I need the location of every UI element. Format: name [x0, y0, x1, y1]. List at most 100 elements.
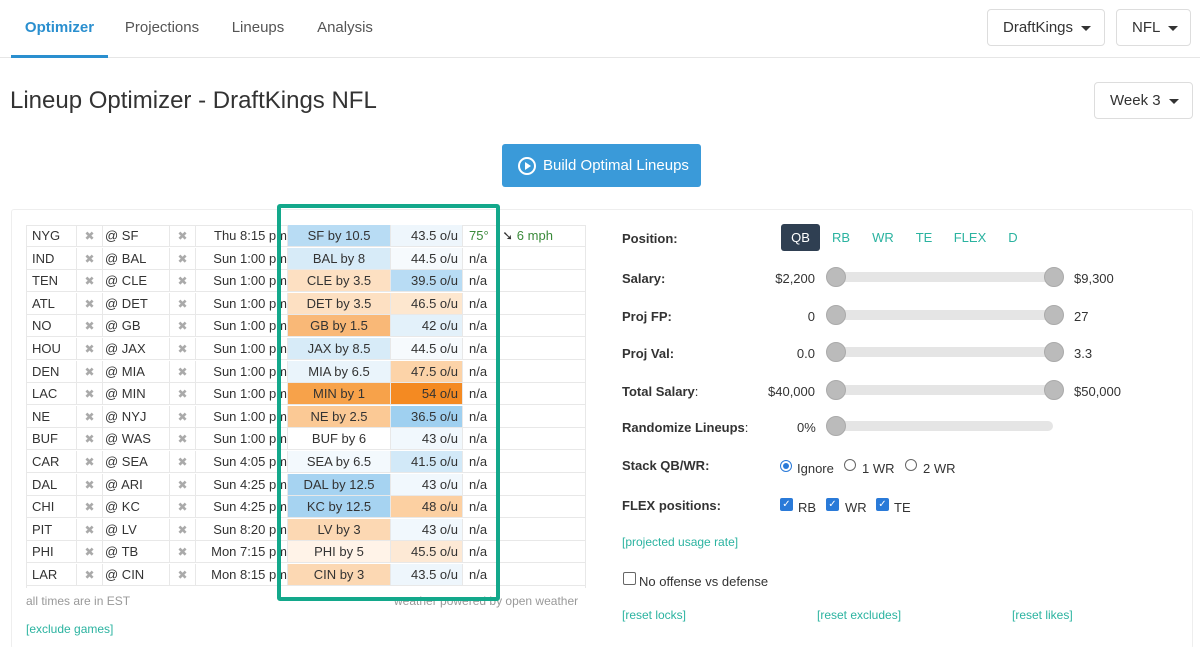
exclude-opponent-icon[interactable]: ✖: [170, 428, 196, 451]
flex-te-checkbox[interactable]: ✓: [876, 498, 889, 511]
slider-max-handle[interactable]: [1044, 342, 1064, 362]
build-optimal-lineups-button[interactable]: Build Optimal Lineups: [502, 144, 701, 187]
slider-label-text: Total Salary: [622, 384, 695, 399]
game-row: PHI ✖ @ TB ✖ Mon 7:15 pm PHI by 5 45.5 o/u n/a: [26, 541, 586, 564]
exclude-opponent-icon[interactable]: ✖: [170, 383, 196, 406]
slider-track[interactable]: [833, 310, 1053, 320]
reset-locks-link[interactable]: [reset locks]: [622, 608, 687, 622]
over-under: 43.5 o/u: [391, 225, 463, 247]
slider-track[interactable]: [833, 347, 1053, 357]
chevron-down-icon: [1168, 98, 1179, 104]
projected-usage-link[interactable]: [projected usage rate]: [622, 535, 739, 549]
exclude-team-icon[interactable]: ✖: [77, 338, 103, 360]
slider-track[interactable]: [833, 272, 1053, 282]
tab-analysis[interactable]: Analysis: [317, 19, 373, 36]
over-under: 44.5 o/u: [391, 338, 463, 360]
no-offense-vs-defense-checkbox[interactable]: [623, 572, 636, 585]
slider-max-handle[interactable]: [1044, 267, 1064, 287]
exclude-opponent-icon[interactable]: ✖: [170, 247, 196, 270]
exclude-team-icon[interactable]: ✖: [77, 292, 103, 315]
exclude-team-icon[interactable]: ✖: [77, 518, 103, 541]
sport-dropdown[interactable]: NFL: [1116, 9, 1191, 46]
exclude-opponent-icon[interactable]: ✖: [170, 451, 196, 473]
exclude-opponent-icon[interactable]: ✖: [170, 405, 196, 428]
randomize-label-text: Randomize Lineups: [622, 420, 745, 435]
vegas-line: JAX by 8.5: [288, 338, 391, 360]
position-rb[interactable]: RB: [831, 230, 851, 245]
exclude-team-icon[interactable]: ✖: [77, 360, 103, 383]
flex-wr-checkbox[interactable]: ✓: [826, 498, 839, 511]
position-flex[interactable]: FLEX: [953, 230, 987, 245]
stack-1wr-radio[interactable]: [844, 459, 856, 471]
slider-min-handle[interactable]: [826, 305, 846, 325]
position-te[interactable]: TE: [915, 230, 933, 245]
away-team: NO: [26, 315, 77, 338]
tab-optimizer[interactable]: Optimizer: [11, 0, 108, 58]
stack-ignore-radio[interactable]: [780, 460, 792, 472]
exclude-opponent-icon[interactable]: ✖: [170, 338, 196, 360]
exclude-opponent-icon[interactable]: ✖: [170, 315, 196, 338]
over-under: 46.5 o/u: [391, 292, 463, 315]
position-qb[interactable]: QB: [781, 224, 820, 251]
position-label: Position:: [622, 231, 678, 246]
exclude-team-icon[interactable]: ✖: [77, 451, 103, 473]
exclude-team-icon[interactable]: ✖: [77, 270, 103, 293]
chevron-down-icon: [1081, 25, 1092, 31]
flex-rb-checkbox[interactable]: ✓: [780, 498, 793, 511]
away-team: LAC: [26, 383, 77, 406]
slider-min-handle[interactable]: [826, 380, 846, 400]
home-team: @ DET: [103, 292, 170, 315]
randomize-slider-handle[interactable]: [826, 416, 846, 436]
exclude-opponent-icon[interactable]: ✖: [170, 473, 196, 496]
stack-2wr-radio[interactable]: [905, 459, 917, 471]
exclude-opponent-icon[interactable]: ✖: [170, 225, 196, 247]
slider-track[interactable]: [833, 385, 1053, 395]
home-team: @ ARI: [103, 473, 170, 496]
top-nav: Optimizer Projections Lineups Analysis D…: [0, 0, 1200, 58]
position-d[interactable]: D: [1008, 230, 1018, 245]
exclude-team-icon[interactable]: ✖: [77, 473, 103, 496]
exclude-opponent-icon[interactable]: ✖: [170, 360, 196, 383]
exclude-opponent-icon[interactable]: ✖: [170, 270, 196, 293]
over-under: 44.5 o/u: [391, 247, 463, 270]
game-row: TEN ✖ @ CLE ✖ Sun 1:00 pm CLE by 3.5 39.5 o/u n…: [26, 270, 586, 293]
slider-min-handle[interactable]: [826, 342, 846, 362]
tab-projections[interactable]: Projections: [124, 19, 200, 36]
exclude-opponent-icon[interactable]: ✖: [170, 518, 196, 541]
game-time: Sun 4:25 pm: [196, 496, 288, 519]
game-time: Sun 1:00 pm: [196, 292, 288, 315]
tab-lineups[interactable]: Lineups: [231, 19, 285, 36]
exclude-team-icon[interactable]: ✖: [77, 496, 103, 519]
position-wr[interactable]: WR: [872, 230, 894, 245]
game-row: CHI ✖ @ KC ✖ Sun 4:25 pm KC by 12.5 48 o/u n/a: [26, 496, 586, 519]
randomize-slider-track[interactable]: [833, 421, 1053, 431]
exclude-team-icon[interactable]: ✖: [77, 428, 103, 451]
week-dropdown[interactable]: Week 3: [1094, 82, 1193, 119]
flex-wr-label: WR: [845, 500, 867, 515]
site-dropdown[interactable]: DraftKings: [987, 9, 1105, 46]
exclude-team-icon[interactable]: ✖: [77, 383, 103, 406]
exclude-team-icon[interactable]: ✖: [77, 225, 103, 247]
away-team: NE: [26, 405, 77, 428]
away-team: CAR: [26, 451, 77, 473]
slider-min-handle[interactable]: [826, 267, 846, 287]
exclude-team-icon[interactable]: ✖: [77, 315, 103, 338]
exclude-opponent-icon[interactable]: ✖: [170, 496, 196, 519]
slider-max-handle[interactable]: [1044, 305, 1064, 325]
exclude-opponent-icon[interactable]: ✖: [170, 564, 196, 586]
vegas-line: GB by 1.5: [288, 315, 391, 338]
exclude-team-icon[interactable]: ✖: [77, 405, 103, 428]
exclude-team-icon[interactable]: ✖: [77, 564, 103, 586]
reset-excludes-link[interactable]: [reset excludes]: [817, 608, 902, 622]
exclude-team-icon[interactable]: ✖: [77, 541, 103, 564]
randomize-value: 0%: [797, 420, 816, 435]
weather-cell: n/a: [463, 474, 586, 496]
exclude-opponent-icon[interactable]: ✖: [170, 541, 196, 564]
exclude-team-icon[interactable]: ✖: [77, 247, 103, 270]
reset-likes-link[interactable]: [reset likes]: [1012, 608, 1073, 622]
flex-rb-label: RB: [798, 500, 817, 515]
exclude-opponent-icon[interactable]: ✖: [170, 292, 196, 315]
slider-max-handle[interactable]: [1044, 380, 1064, 400]
exclude-games-link[interactable]: [exclude games]: [26, 622, 114, 636]
slider-label: Salary:: [622, 271, 666, 286]
